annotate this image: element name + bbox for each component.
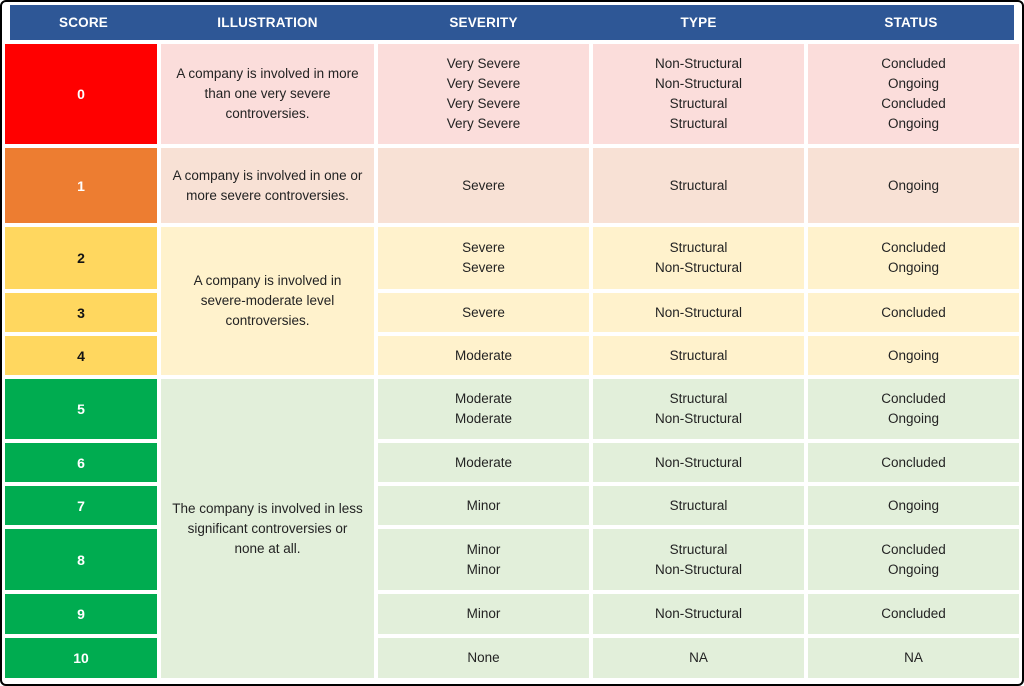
score-cell-10: 10: [5, 638, 157, 678]
type-cell-8: Structural Non-Structural: [593, 529, 804, 590]
score-cell-7: 7: [5, 486, 157, 525]
status-cell-8: Concluded Ongoing: [808, 529, 1019, 590]
status-cell-10: NA: [808, 638, 1019, 678]
type-cell-6: Non-Structural: [593, 443, 804, 482]
severity-cell-1: Severe: [378, 148, 589, 223]
severity-cell-5: Moderate Moderate: [378, 379, 589, 439]
score-cell-4: 4: [5, 336, 157, 375]
score-cell-0: 0: [5, 44, 157, 144]
type-cell-5: Structural Non-Structural: [593, 379, 804, 439]
status-cell-4: Ongoing: [808, 336, 1019, 375]
type-cell-4: Structural: [593, 336, 804, 375]
score-cell-9: 9: [5, 594, 157, 634]
status-cell-5: Concluded Ongoing: [808, 379, 1019, 439]
type-cell-7: Structural: [593, 486, 804, 525]
score-cell-3: 3: [5, 293, 157, 332]
illustration-cell-very-severe: A company is involved in more than one v…: [161, 44, 374, 144]
column-header-severity: SEVERITY: [449, 15, 518, 30]
score-cell-6: 6: [5, 443, 157, 482]
illustration-cell-less-significant: The company is involved in less signific…: [161, 379, 374, 678]
severity-cell-6: Moderate: [378, 443, 589, 482]
status-cell-3: Concluded: [808, 293, 1019, 332]
column-header-illustration: ILLUSTRATION: [217, 15, 318, 30]
table-header-row: SCORE ILLUSTRATION SEVERITY TYPE STATUS: [10, 5, 1014, 40]
status-cell-0: Concluded Ongoing Concluded Ongoing: [808, 44, 1019, 144]
type-cell-2: Structural Non-Structural: [593, 227, 804, 289]
status-cell-2: Concluded Ongoing: [808, 227, 1019, 289]
severity-cell-10: None: [378, 638, 589, 678]
type-cell-9: Non-Structural: [593, 594, 804, 634]
severity-cell-7: Minor: [378, 486, 589, 525]
column-header-type: TYPE: [680, 15, 717, 30]
score-cell-5: 5: [5, 379, 157, 439]
status-cell-9: Concluded: [808, 594, 1019, 634]
illustration-cell-severe: A company is involved in one or more sev…: [161, 148, 374, 223]
status-cell-6: Concluded: [808, 443, 1019, 482]
status-cell-1: Ongoing: [808, 148, 1019, 223]
severity-cell-0: Very Severe Very Severe Very Severe Very…: [378, 44, 589, 144]
type-cell-3: Non-Structural: [593, 293, 804, 332]
score-cell-2: 2: [5, 227, 157, 289]
score-cell-1: 1: [5, 148, 157, 223]
type-cell-10: NA: [593, 638, 804, 678]
score-cell-8: 8: [5, 529, 157, 590]
type-cell-1: Structural: [593, 148, 804, 223]
severity-cell-9: Minor: [378, 594, 589, 634]
severity-cell-4: Moderate: [378, 336, 589, 375]
column-header-score: SCORE: [58, 15, 108, 30]
severity-cell-8: Minor Minor: [378, 529, 589, 590]
type-cell-0: Non-Structural Non-Structural Structural…: [593, 44, 804, 144]
severity-cell-3: Severe: [378, 293, 589, 332]
illustration-cell-severe-moderate: A company is involved in severe-moderate…: [161, 227, 374, 375]
severity-cell-2: Severe Severe: [378, 227, 589, 289]
status-cell-7: Ongoing: [808, 486, 1019, 525]
column-header-status: STATUS: [884, 15, 938, 30]
